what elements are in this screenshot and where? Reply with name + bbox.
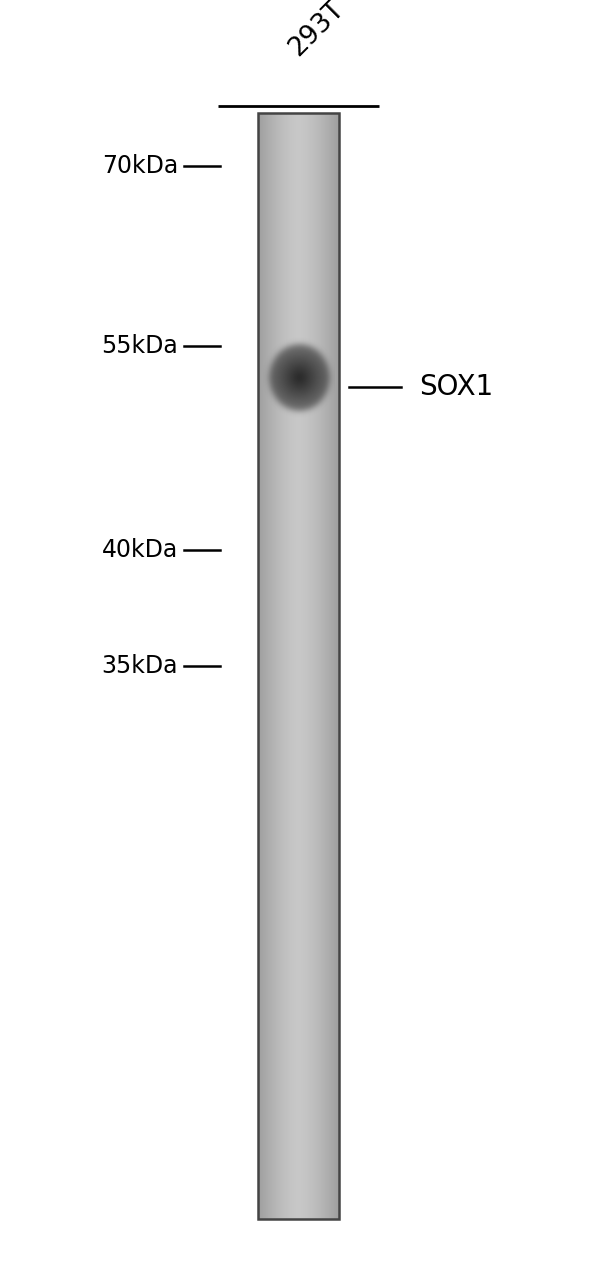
Bar [300,113,302,1219]
Bar [294,113,295,1219]
Bar [297,113,299,1219]
Bar [276,113,277,1219]
Bar [287,113,289,1219]
Bar [257,113,339,1219]
Bar [291,113,292,1219]
Bar [295,113,297,1219]
Bar [325,113,326,1219]
Bar [333,113,335,1219]
Bar [313,113,314,1219]
Bar [285,113,286,1219]
Bar [315,113,316,1219]
Bar [298,113,300,1219]
Bar [274,113,276,1219]
Bar [306,113,308,1219]
Bar [292,113,294,1219]
Bar [324,113,325,1219]
Bar [321,113,322,1219]
Bar [270,113,271,1219]
Bar [331,113,332,1219]
Bar [263,113,264,1219]
Bar [322,113,323,1219]
Bar [328,113,329,1219]
Bar [312,113,313,1219]
Bar [291,113,292,1219]
Bar [289,113,291,1219]
Bar [267,113,268,1219]
Bar [261,113,262,1219]
Bar [259,113,260,1219]
Bar [311,113,312,1219]
Bar [281,113,283,1219]
Bar [317,113,318,1219]
Bar [323,113,324,1219]
Bar [329,113,330,1219]
Bar [303,113,304,1219]
Bar [280,113,282,1219]
Bar [284,113,286,1219]
Bar [265,113,267,1219]
Bar [310,113,311,1219]
Text: 55kDa: 55kDa [101,334,178,357]
Bar [337,113,338,1219]
Bar [335,113,336,1219]
Text: 35kDa: 35kDa [101,654,178,677]
Text: 40kDa: 40kDa [102,539,178,562]
Bar [264,113,265,1219]
Bar [266,113,267,1219]
Bar [271,113,273,1219]
Bar [309,113,310,1219]
Bar [277,113,279,1219]
Bar [273,113,274,1219]
Bar [326,113,327,1219]
Bar [269,113,270,1219]
Text: SOX1: SOX1 [419,372,493,401]
Text: 70kDa: 70kDa [102,155,178,178]
Bar [327,113,328,1219]
Bar [305,113,306,1219]
Bar [279,113,280,1219]
Bar [338,113,339,1219]
Bar [316,113,317,1219]
Bar [283,113,285,1219]
Bar [257,113,259,1219]
Bar [330,113,332,1219]
Bar [262,113,263,1219]
Bar [288,113,289,1219]
Bar [286,113,288,1219]
Bar [319,113,320,1219]
Bar [320,113,321,1219]
Bar [308,113,309,1219]
Bar [300,113,301,1219]
Bar [306,113,307,1219]
Bar [303,113,305,1219]
Bar [278,113,279,1219]
Bar [294,113,295,1219]
Bar [334,113,335,1219]
Bar [314,113,315,1219]
Bar [275,113,276,1219]
Bar [318,113,319,1219]
Bar [282,113,283,1219]
Bar [297,113,298,1219]
Text: 293T: 293T [284,0,349,61]
Bar [260,113,261,1219]
Bar [332,113,333,1219]
Bar [268,113,270,1219]
Bar [272,113,273,1219]
Bar [302,113,303,1219]
Bar [336,113,338,1219]
